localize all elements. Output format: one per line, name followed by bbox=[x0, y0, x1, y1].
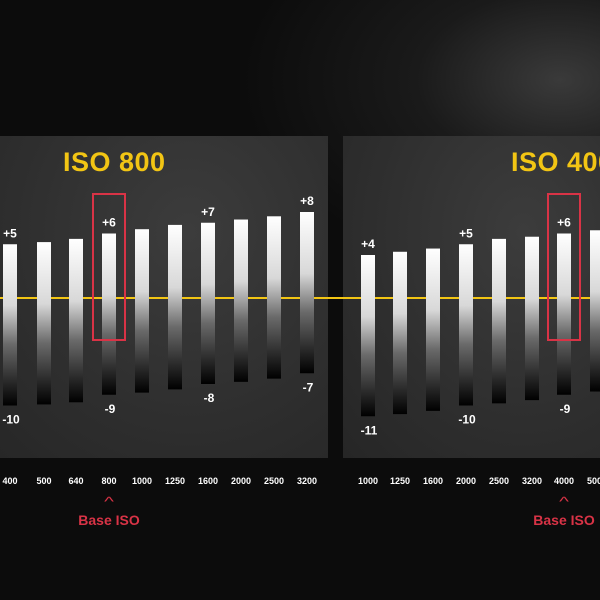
iso-tick-label: 500 bbox=[36, 476, 51, 486]
shadow-stop-label: -11 bbox=[361, 423, 378, 437]
shadow-stop-label: -7 bbox=[303, 380, 314, 394]
shadow-stop-label: -9 bbox=[560, 402, 571, 416]
iso-tick-label: 1000 bbox=[358, 476, 378, 486]
highlight-stop-label: +8 bbox=[300, 194, 314, 208]
iso-tick-label: 5000 bbox=[587, 476, 600, 486]
dynamic-range-bar-iso400-1600 bbox=[426, 248, 440, 411]
dynamic-range-bar-iso400-1250 bbox=[393, 251, 407, 415]
dynamic-range-bar-iso400-3200 bbox=[525, 236, 539, 401]
iso-tick-label: 1600 bbox=[423, 476, 443, 486]
iso-tick-label: 4000 bbox=[554, 476, 574, 486]
dynamic-range-bar-iso400-2000 bbox=[459, 244, 473, 406]
iso-tick-label: 3200 bbox=[297, 476, 317, 486]
dynamic-range-bar-iso800-1250 bbox=[168, 224, 182, 390]
dynamic-range-bar-iso800-640 bbox=[69, 238, 83, 403]
dynamic-range-bar-iso400-1000 bbox=[361, 255, 375, 417]
iso-tick-label: 1000 bbox=[132, 476, 152, 486]
iso-tick-label: 400 bbox=[2, 476, 17, 486]
base-iso-label-left: Base ISO bbox=[78, 512, 140, 528]
dynamic-range-bar-iso400-2500 bbox=[492, 238, 506, 404]
shadow-stop-label: -8 bbox=[204, 391, 215, 405]
dynamic-range-bar-iso800-2000 bbox=[234, 219, 248, 382]
iso-tick-label: 2500 bbox=[489, 476, 509, 486]
base-iso-highlight-box bbox=[92, 193, 126, 341]
iso-tick-label: 1250 bbox=[390, 476, 410, 486]
iso-tick-label: 640 bbox=[68, 476, 83, 486]
iso-tick-label: 3200 bbox=[522, 476, 542, 486]
dynamic-range-bar-iso800-3200 bbox=[300, 212, 314, 374]
dynamic-range-bar-iso800-1600 bbox=[201, 222, 215, 384]
highlight-stop-label: +7 bbox=[201, 205, 215, 219]
iso-tick-label: 2000 bbox=[456, 476, 476, 486]
dynamic-range-bar-iso800-800 bbox=[102, 233, 116, 395]
shadow-stop-label: -10 bbox=[458, 413, 476, 427]
dynamic-range-bar-iso800-2500 bbox=[267, 216, 281, 379]
shadow-stop-label: -10 bbox=[2, 413, 20, 427]
dynamic-range-bar-iso800-400 bbox=[3, 244, 17, 406]
dynamic-range-bar-iso400-4000 bbox=[557, 233, 571, 395]
base-iso-caret-left: ^ bbox=[104, 494, 114, 509]
dynamic-range-bar-iso800-1000 bbox=[135, 229, 149, 393]
highlight-stop-label: +6 bbox=[102, 216, 116, 230]
iso-tick-label: 2000 bbox=[231, 476, 251, 486]
iso-tick-label: 1250 bbox=[165, 476, 185, 486]
highlight-stop-label: +6 bbox=[557, 216, 571, 230]
base-iso-label-right: Base ISO bbox=[533, 512, 595, 528]
highlight-stop-label: +5 bbox=[3, 226, 17, 240]
dynamic-range-bar-iso800-500 bbox=[37, 242, 51, 405]
iso-800-title: ISO 800 bbox=[63, 147, 166, 177]
shadow-stop-label: -9 bbox=[105, 402, 116, 416]
base-iso-highlight-box bbox=[547, 193, 581, 341]
iso-400-title: ISO 400 bbox=[511, 147, 600, 177]
iso-tick-label: 800 bbox=[101, 476, 116, 486]
highlight-stop-label: +4 bbox=[361, 237, 375, 251]
iso-tick-label: 2500 bbox=[264, 476, 284, 486]
base-iso-caret-right: ^ bbox=[559, 494, 569, 509]
dynamic-range-bar-iso400-5000 bbox=[590, 230, 600, 392]
highlight-stop-label: +5 bbox=[459, 226, 473, 240]
iso-tick-label: 1600 bbox=[198, 476, 218, 486]
